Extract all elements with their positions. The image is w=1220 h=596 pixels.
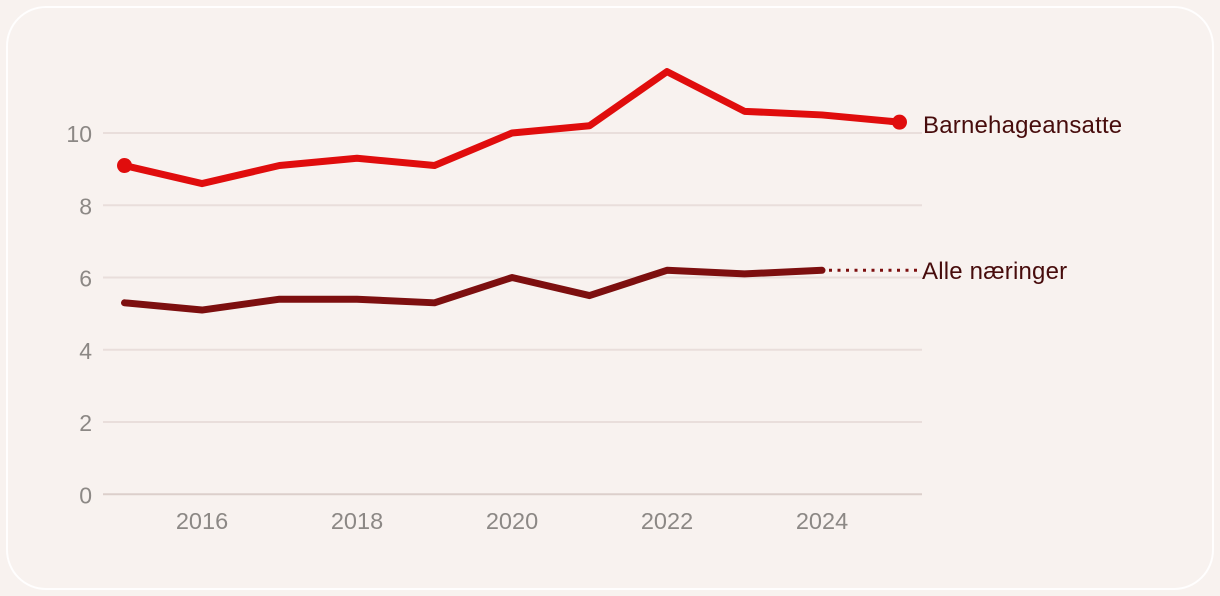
series-start-dot-barnehageansatte — [117, 158, 132, 174]
x-tick-label: 2024 — [796, 508, 848, 534]
series-end-dot-barnehageansatte — [892, 114, 907, 130]
series-label-barnehageansatte: Barnehageansatte — [923, 112, 1123, 139]
x-tick-label: 2016 — [176, 508, 228, 534]
y-tick-label: 10 — [66, 121, 92, 147]
y-tick-label: 4 — [79, 338, 92, 364]
y-tick-label: 0 — [79, 482, 92, 508]
series-line-alle-naeringer — [121, 266, 826, 314]
series-line-barnehageansatte — [121, 68, 903, 188]
x-tick-label: 2022 — [641, 508, 693, 534]
x-tick-label: 2020 — [486, 508, 538, 534]
y-tick-label: 2 — [79, 410, 92, 436]
card-border — [6, 6, 1214, 590]
series-label-alle-naeringer: Alle næringer — [922, 258, 1068, 285]
x-tick-label: 2018 — [331, 508, 383, 534]
y-tick-label: 8 — [79, 193, 92, 219]
y-tick-label: 6 — [79, 266, 92, 292]
